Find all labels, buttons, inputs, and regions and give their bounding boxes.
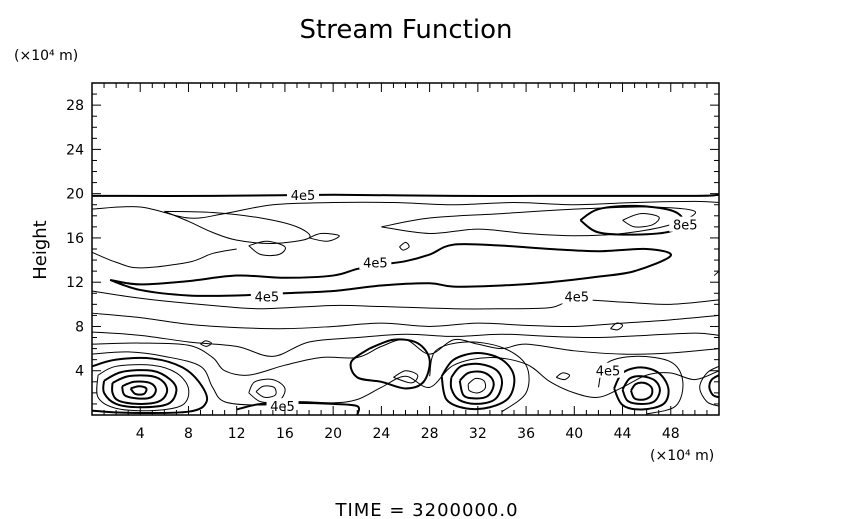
contour-label: 4e5 [255, 291, 280, 306]
contour-line [440, 352, 516, 411]
contour-line [449, 362, 504, 405]
contour-line [91, 193, 720, 197]
contour-line [91, 200, 720, 219]
x-tick-label: 4 [136, 426, 145, 442]
contour-line [129, 385, 148, 396]
contour-line [248, 378, 286, 404]
contour-line [255, 385, 277, 398]
y-tick-label: 12 [66, 275, 84, 291]
y-axis-label: Height [30, 220, 51, 280]
y-tick-label: 24 [66, 142, 84, 158]
contour-line [555, 372, 570, 381]
x-tick-label: 48 [662, 426, 680, 442]
x-tick-label: 12 [228, 426, 246, 442]
x-tick-label: 32 [469, 426, 487, 442]
contour-line [579, 204, 684, 236]
x-tick-label: 40 [565, 426, 583, 442]
contour-line [91, 357, 209, 415]
contour-line [111, 374, 169, 405]
contour-line [121, 380, 157, 400]
y-tick-label: 20 [66, 187, 84, 203]
y-tick-label: 28 [66, 98, 84, 114]
contour-line [630, 381, 654, 401]
contour-line [200, 340, 212, 347]
contour-line [109, 243, 672, 297]
y-unit-label: (×10⁴ m) [14, 48, 78, 64]
x-tick-label: 28 [421, 426, 439, 442]
contour-labels: 4e5 4e5 4e5 4e5 8e5 4e5 4e5 [250, 186, 702, 415]
chart-title: Stream Function [300, 15, 513, 45]
contour-label-bg [266, 398, 299, 414]
contour-label-bg [669, 216, 702, 232]
contour-line [613, 366, 670, 411]
y-tick-label: 4 [75, 364, 84, 380]
contour-label-bg [592, 362, 625, 378]
contour-label-bg [359, 254, 392, 270]
x-unit-label: (×10⁴ m) [650, 448, 714, 464]
contour-line [713, 270, 720, 276]
contour-label: 4e5 [596, 365, 621, 380]
contour-label: 4e5 [270, 400, 295, 415]
contour-label-bg [560, 288, 593, 304]
contour-line [91, 290, 720, 310]
contour-label: 4e5 [363, 256, 388, 271]
x-tick-label: 44 [614, 426, 632, 442]
contour-line [236, 401, 361, 416]
contour-line [248, 240, 286, 257]
plot-frame [91, 82, 720, 416]
contour-label: 4e5 [291, 189, 316, 204]
contour-line [393, 370, 419, 384]
contour-line [708, 374, 720, 399]
contour-label-bg [250, 288, 283, 304]
x-tick-label: 16 [276, 426, 294, 442]
contour-line [429, 341, 530, 413]
contour-line [91, 312, 720, 330]
time-label: TIME = 3200000.0 [334, 500, 518, 519]
contour-line [96, 364, 190, 412]
x-tick-label: 8 [184, 426, 193, 442]
contour-lines [91, 193, 720, 416]
x-tick-label: 24 [372, 426, 390, 442]
y-tick-label: 16 [66, 231, 84, 247]
contour-line [621, 375, 661, 405]
contour-line [91, 331, 720, 357]
contour-line [308, 232, 340, 242]
contour-line [399, 241, 410, 251]
contour-label: 8e5 [673, 219, 698, 234]
contour-line [467, 377, 487, 394]
contour-line [164, 210, 311, 245]
y-tick-label: 8 [75, 319, 84, 335]
contour-line [610, 322, 624, 331]
contour-line [91, 338, 720, 376]
x-tick-label: 20 [324, 426, 342, 442]
contour-line [102, 369, 178, 409]
contour-label-bg [287, 186, 320, 202]
contour-label: 4e5 [564, 291, 589, 306]
contour-line [458, 370, 495, 400]
x-tick-label: 36 [517, 426, 535, 442]
contour-line [622, 212, 660, 228]
contour-line [349, 338, 431, 390]
contour-line [91, 248, 237, 269]
contour-line [381, 206, 696, 237]
